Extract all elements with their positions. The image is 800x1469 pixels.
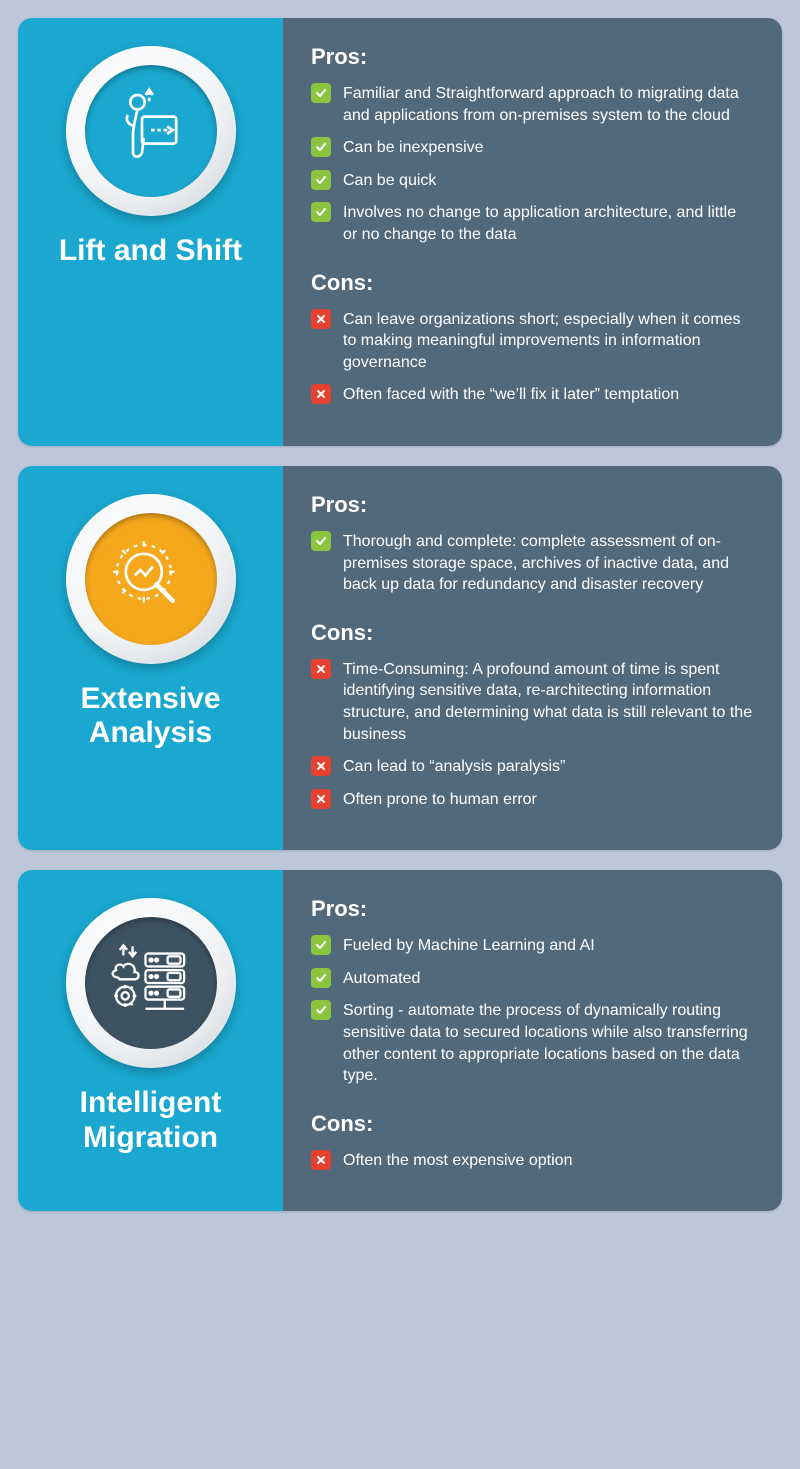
pro-item: Can be inexpensive <box>311 136 754 159</box>
pro-badge-icon <box>311 137 331 157</box>
pro-item: Thorough and complete: complete assessme… <box>311 530 754 596</box>
card-title: Intelligent Migration <box>30 1086 271 1155</box>
card-right-panel: Pros: Fueled by Machine Learning and AI Au… <box>283 870 782 1211</box>
pro-item: Fueled by Machine Learning and AI <box>311 934 754 957</box>
pro-badge-icon <box>311 531 331 551</box>
card-icon <box>85 513 217 645</box>
icon-ring <box>66 898 236 1068</box>
con-item: Can leave organizations short; especiall… <box>311 308 754 374</box>
con-item: Time-Consuming: A profound amount of tim… <box>311 658 754 745</box>
con-badge-icon <box>311 309 331 329</box>
pro-badge-icon <box>311 1000 331 1020</box>
icon-ring <box>66 494 236 664</box>
card-icon <box>85 65 217 197</box>
con-text: Often the most expensive option <box>343 1149 572 1172</box>
pro-item: Automated <box>311 967 754 990</box>
pro-item: Familiar and Straightforward approach to… <box>311 82 754 126</box>
pros-heading: Pros: <box>311 492 754 518</box>
cons-heading: Cons: <box>311 620 754 646</box>
con-badge-icon <box>311 384 331 404</box>
card-right-panel: Pros: Thorough and complete: complete ass… <box>283 466 782 850</box>
pro-text: Fueled by Machine Learning and AI <box>343 934 595 957</box>
con-text: Can leave organizations short; especiall… <box>343 308 754 374</box>
con-text: Time-Consuming: A profound amount of tim… <box>343 658 754 745</box>
cons-heading: Cons: <box>311 1111 754 1137</box>
pro-text: Thorough and complete: complete assessme… <box>343 530 754 596</box>
pro-badge-icon <box>311 935 331 955</box>
pro-text: Can be inexpensive <box>343 136 484 159</box>
pro-item: Can be quick <box>311 169 754 192</box>
con-text: Often faced with the “we’ll fix it later… <box>343 383 679 406</box>
pro-badge-icon <box>311 202 331 222</box>
pro-item: Involves no change to application archit… <box>311 201 754 245</box>
pro-badge-icon <box>311 83 331 103</box>
strategy-card: Intelligent Migration Pros: Fueled by Mach… <box>18 870 782 1211</box>
pro-badge-icon <box>311 170 331 190</box>
con-text: Often prone to human error <box>343 788 537 811</box>
card-title: Extensive Analysis <box>30 682 271 751</box>
card-left-panel: Intelligent Migration <box>18 870 283 1211</box>
pro-text: Can be quick <box>343 169 436 192</box>
pro-text: Sorting - automate the process of dynami… <box>343 999 754 1086</box>
pro-badge-icon <box>311 968 331 988</box>
con-item: Can lead to “analysis paralysis” <box>311 755 754 778</box>
card-right-panel: Pros: Familiar and Straightforward approa… <box>283 18 782 446</box>
pro-text: Familiar and Straightforward approach to… <box>343 82 754 126</box>
pro-text: Automated <box>343 967 420 990</box>
pro-item: Sorting - automate the process of dynami… <box>311 999 754 1086</box>
con-item: Often prone to human error <box>311 788 754 811</box>
con-badge-icon <box>311 1150 331 1170</box>
con-text: Can lead to “analysis paralysis” <box>343 755 565 778</box>
strategy-card: Lift and Shift Pros: Familiar and Straight… <box>18 18 782 446</box>
pros-heading: Pros: <box>311 44 754 70</box>
con-item: Often faced with the “we’ll fix it later… <box>311 383 754 406</box>
con-item: Often the most expensive option <box>311 1149 754 1172</box>
pros-heading: Pros: <box>311 896 754 922</box>
card-title: Lift and Shift <box>30 234 271 269</box>
icon-ring <box>66 46 236 216</box>
con-badge-icon <box>311 789 331 809</box>
con-badge-icon <box>311 659 331 679</box>
pro-text: Involves no change to application archit… <box>343 201 754 245</box>
card-icon <box>85 917 217 1049</box>
card-left-panel: Lift and Shift <box>18 18 283 446</box>
con-badge-icon <box>311 756 331 776</box>
strategy-card: Extensive Analysis Pros: Thorough and comp… <box>18 466 782 850</box>
card-left-panel: Extensive Analysis <box>18 466 283 850</box>
cons-heading: Cons: <box>311 270 754 296</box>
